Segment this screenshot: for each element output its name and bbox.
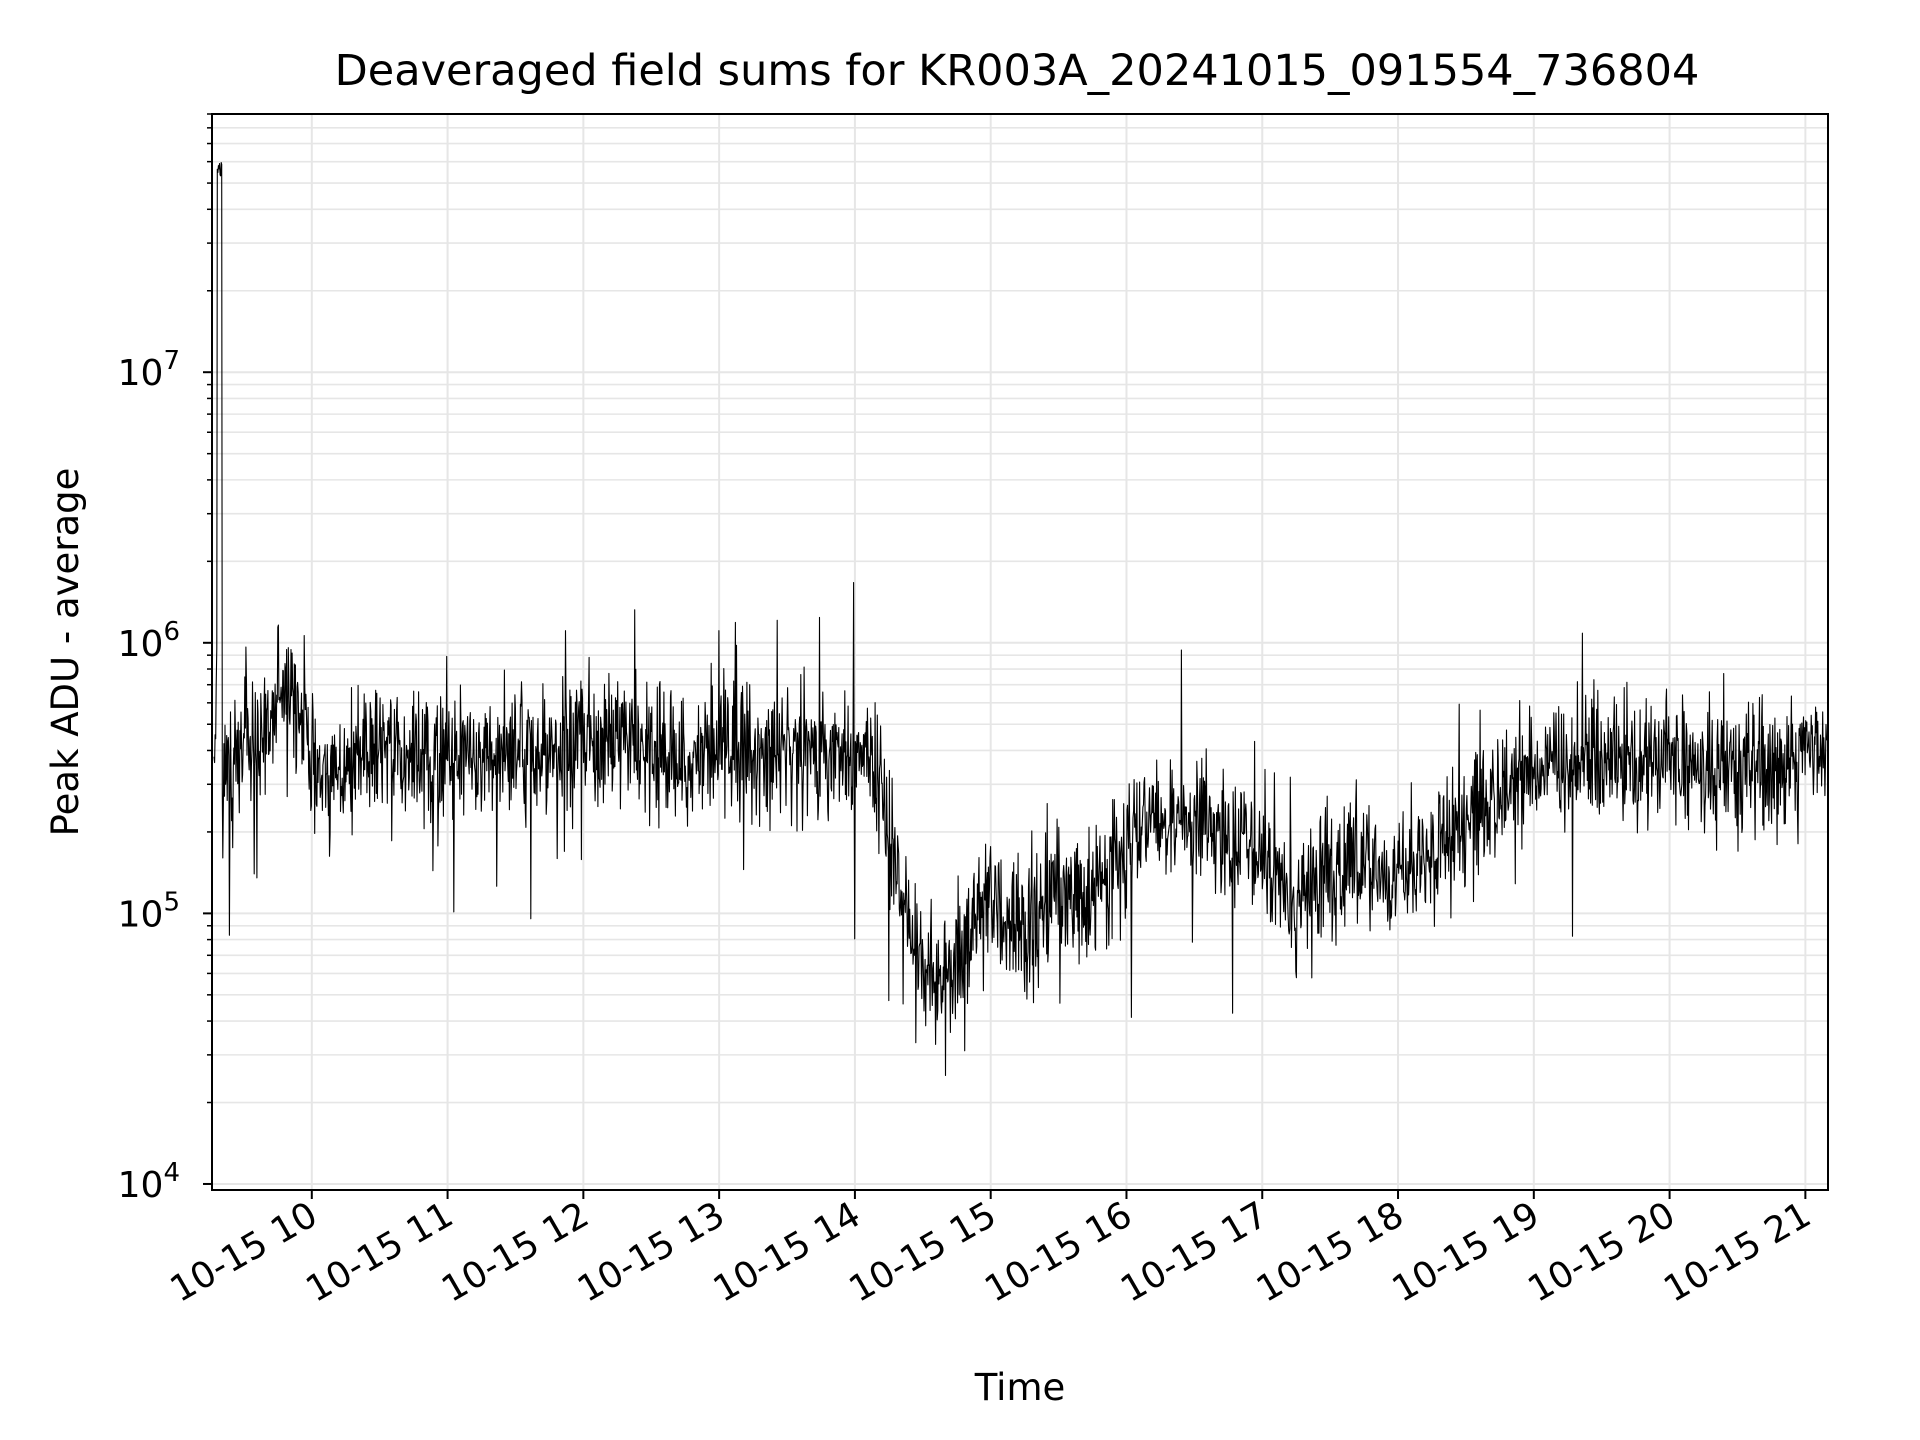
series-line <box>213 161 1828 1077</box>
y-tick-exponent: 7 <box>163 346 180 376</box>
y-tick-label: 104 <box>118 1158 180 1206</box>
y-tick-base: 10 <box>118 1165 164 1206</box>
y-tick-exponent: 4 <box>163 1158 180 1188</box>
y-tick-label: 105 <box>118 887 180 935</box>
series-layer <box>213 161 1828 1077</box>
plot-frame <box>211 113 1829 1191</box>
y-tick-exponent: 6 <box>163 617 180 647</box>
y-tick-base: 10 <box>118 894 164 935</box>
y-tick-label: 107 <box>118 346 180 394</box>
y-tick-base: 10 <box>118 353 164 394</box>
chart-title: Deaveraged field sums for KR003A_2024101… <box>335 46 1700 96</box>
y-tick-label: 106 <box>118 617 180 665</box>
y-axis-label: Peak ADU - average <box>44 468 87 837</box>
y-tick-base: 10 <box>118 624 164 665</box>
x-axis-label: Time <box>974 1366 1066 1409</box>
y-tick-exponent: 5 <box>163 887 180 917</box>
